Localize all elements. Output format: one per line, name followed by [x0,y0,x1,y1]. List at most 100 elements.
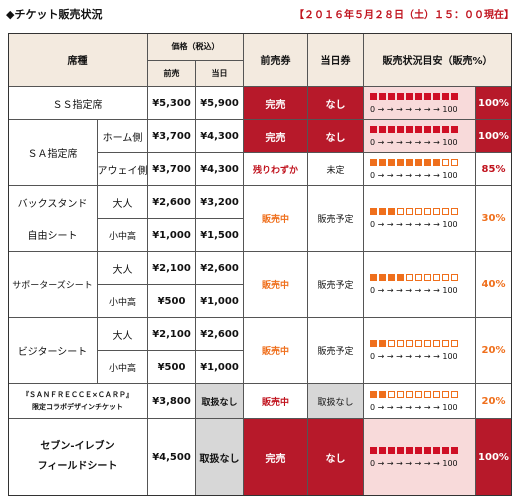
gauge-square-filled [388,158,395,166]
collab-same-day-price: 取扱なし [196,384,244,419]
page-title: ◆チケット販売状況 [6,8,103,21]
seven-price: ¥4,500 [148,419,196,496]
supporters-child-advance-price: ¥500 [148,285,196,318]
visitor-child-same-day-price: ¥1,000 [196,351,244,384]
gauge-square-filled [442,446,449,454]
gauge-scale: 0 → → → → → → → 100 [370,352,458,361]
back-stand-name2: 自由シート [27,231,78,243]
gauge-squares [370,92,458,101]
seven-advance-status: 完売 [244,419,308,496]
visitor-percent: 20% [476,318,512,384]
visitor-adult-same-day-price: ¥2,600 [196,318,244,351]
gauge-square-empty [442,390,449,398]
collab-same-day-status: 取扱なし [308,384,364,419]
gauge-square-filled [406,125,413,133]
gauge-square-filled [379,125,386,133]
gauge-square-empty [424,274,431,281]
sa-away-side: アウェイ側 [98,153,148,186]
gauge-square-empty [451,340,458,347]
visitor-adult-label: 大人 [98,318,148,351]
visitor-child-advance-price: ¥500 [148,351,196,384]
gauge-square-filled [379,92,386,100]
gauge-square-empty [433,274,440,281]
gauge-square-filled [379,390,386,398]
gauge-square-empty [442,158,449,166]
gauge-square-filled [370,446,377,454]
seat-ss: ＳＳ指定席 [8,87,148,120]
collab-name1: 『ＳＡＮＦＲＥＣＣＥ×ＣＡＲＰ』 [22,391,133,399]
gauge-square-empty [442,208,449,215]
sa-away-gauge: 0 → → → → → → → 100 [364,153,476,186]
gauge-square-filled [424,125,431,133]
gauge-square-filled [451,92,458,100]
gauge-square-filled [379,208,386,215]
gauge-square-empty [406,274,413,281]
gauge-square-empty [388,390,395,398]
visitor-advance-status: 販売中 [244,318,308,384]
back-adult-label: 大人 [98,186,148,219]
gauge-squares [370,390,458,399]
gauge-square-empty [451,208,458,215]
gauge-square-filled [388,125,395,133]
sa-away-percent: 85% [476,153,512,186]
gauge-square-filled [370,125,377,133]
seat-visitor: ビジターシート [8,318,98,384]
ss-advance-price: ¥5,300 [148,87,196,120]
ticket-status-table: 席種 価格（税込） 前売 当日 前売券 当日券 販売状況目安（販売%） ＳＳ指定… [8,33,512,496]
supporters-adult-label: 大人 [98,252,148,285]
gauge-square-empty [433,390,440,398]
sa-home-advance-status: 完売 [244,120,308,153]
gauge-square-empty [415,390,422,398]
gauge-square-empty [442,340,449,347]
gauge-squares [370,125,458,134]
ss-percent: 100% [476,87,512,120]
ss-gauge: 0 → → → → → → → 100 [364,87,476,120]
sa-home-same-day-price: ¥4,300 [196,120,244,153]
collab-advance-status: 販売中 [244,384,308,419]
ss-same-day-status: なし [308,87,364,120]
sa-home-same-day-status: なし [308,120,364,153]
gauge-squares [370,340,458,348]
gauge-square-filled [433,125,440,133]
back-same-day-status: 販売予定 [308,186,364,252]
collab-percent: 20% [476,384,512,419]
gauge-square-filled [379,340,386,347]
gauge-squares [370,274,458,282]
seven-same-day-status: なし [308,419,364,496]
gauge-square-filled [406,446,413,454]
gauge-square-filled [442,125,449,133]
gauge-square-filled [406,92,413,100]
gauge-square-filled [415,446,422,454]
back-stand-name1: バックスタンド [17,198,88,210]
gauge-square-filled [451,446,458,454]
gauge-square-filled [406,158,413,166]
sa-away-same-day-status: 未定 [308,153,364,186]
gauge-square-filled [397,446,404,454]
gauge-square-empty [415,340,422,347]
collab-gauge: 0 → → → → → → → 100 [364,384,476,419]
gauge-square-filled [433,92,440,100]
gauge-square-filled [370,208,377,215]
gauge-square-filled [388,208,395,215]
gauge-square-empty [406,340,413,347]
gauge-square-filled [370,390,377,398]
header-same-day-ticket: 当日券 [308,33,364,87]
seven-gauge: 0 → → → → → → → 100 [364,419,476,496]
gauge-square-filled [397,125,404,133]
supporters-advance-status: 販売中 [244,252,308,318]
gauge-square-filled [370,158,377,166]
gauge-square-empty [451,158,458,166]
gauge-square-filled [388,446,395,454]
gauge-squares [370,446,458,455]
sa-away-advance-status: 残りわずか [244,153,308,186]
gauge-square-filled [397,158,404,166]
seat-sa: ＳＡ指定席 [8,120,98,186]
seven-name2: フィールドシート [37,461,118,472]
gauge-scale: 0 → → → → → → → 100 [370,104,458,114]
gauge-square-empty [433,208,440,215]
seven-percent: 100% [476,419,512,496]
gauge-square-filled [415,92,422,100]
header-price-group: 価格（税込） [148,33,244,61]
back-child-same-day-price: ¥1,500 [196,219,244,252]
status-date: 【２０１６年５月２８日（土）１５：００現在】 [294,10,514,21]
